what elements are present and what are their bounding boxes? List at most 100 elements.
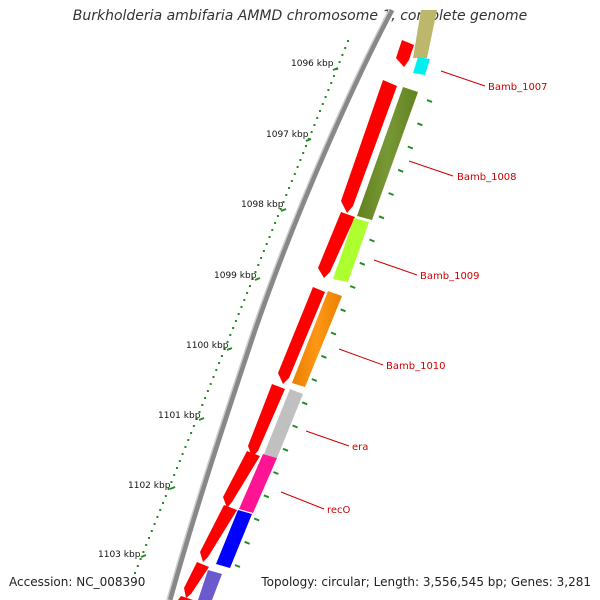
gene-shape-2 [333, 218, 369, 282]
scale-dot [302, 152, 305, 154]
scale-dot [215, 369, 218, 371]
red-cds-track [178, 40, 414, 600]
scale-dot [347, 40, 349, 42]
map-title: Burkholderia ambifaria AMMD chromosome 1… [72, 8, 528, 24]
scale-dot [333, 75, 335, 77]
scale-dot [341, 54, 344, 56]
red-cds-8 [184, 562, 209, 598]
scale-dot [305, 145, 307, 147]
minor-tick [378, 215, 385, 220]
scale-tick-2 [280, 208, 287, 212]
scale-dot [181, 453, 184, 455]
scale-label-2: 1098 kbp [241, 200, 284, 210]
scale-dot [167, 488, 170, 490]
minor-tick [263, 494, 270, 499]
purple-cds [198, 570, 222, 600]
scale-dot [260, 257, 263, 259]
scale-tick-7 [140, 554, 147, 558]
feature-minor-ticks [234, 99, 433, 568]
red-cds-3 [318, 212, 355, 278]
red-cds-1 [396, 40, 414, 67]
scale-label-5: 1101 kbp [158, 411, 201, 421]
red-cds-2 [341, 80, 397, 213]
scale-dot [204, 397, 207, 399]
minor-tick [273, 471, 279, 475]
scale-dot [136, 565, 139, 567]
scale-dot [148, 537, 150, 539]
minor-tick [388, 192, 394, 196]
scale-dot [254, 271, 257, 273]
red-cds-4 [278, 287, 325, 384]
minor-tick [253, 517, 260, 522]
shading-lower [292, 291, 342, 387]
scale-dot [321, 103, 324, 105]
scale-dot [338, 61, 341, 63]
scale-label-1: 1097 kbp [266, 130, 309, 140]
scale-dot [282, 201, 285, 203]
scale-dot [145, 544, 148, 546]
scale-dot [251, 278, 254, 280]
gene-shape-0 [413, 57, 430, 75]
scale-dot [159, 509, 162, 511]
scale-dot [209, 383, 212, 385]
scale-label-3: 1099 kbp [214, 271, 257, 281]
scale-dot [198, 411, 201, 413]
gene-label-4[interactable]: era [352, 442, 368, 453]
scale-dot [319, 110, 321, 112]
shading-upper [357, 87, 418, 220]
scale-tick-3 [254, 277, 261, 281]
scale-label-7: 1103 kbp [98, 550, 141, 560]
gene-leader-4 [305, 430, 350, 447]
scale-dots [134, 40, 349, 574]
scale-dot [330, 82, 333, 84]
scale-dot [293, 173, 296, 175]
scale-dot [223, 348, 226, 350]
gene-label-1[interactable]: Bamb_1008 [457, 172, 517, 183]
summary-label: Topology: circular; Length: 3,556,545 bp… [261, 575, 591, 589]
scale-label-4: 1100 kbp [186, 341, 229, 351]
scale-label-6: 1102 kbp [128, 481, 171, 491]
scale-dot [279, 208, 282, 210]
scale-dot [248, 285, 251, 287]
scale-dot [327, 89, 330, 91]
scale-dot [176, 467, 178, 469]
scale-dot [150, 530, 153, 532]
gene-label-0[interactable]: Bamb_1007 [488, 82, 548, 93]
red-cds-9 [178, 596, 193, 600]
genome-backbone [167, 8, 395, 600]
scale-dot [192, 425, 195, 427]
scale-dot [276, 215, 279, 217]
scale-dot [153, 523, 156, 525]
scale-tick-6 [169, 486, 176, 490]
gene-leader-0 [440, 70, 486, 87]
gene-label-2[interactable]: Bamb_1009 [420, 271, 480, 282]
minor-tick [321, 354, 327, 359]
minor-tick [397, 168, 404, 173]
red-cds-5 [248, 384, 285, 457]
scale-dot [212, 376, 215, 378]
minor-tick [349, 285, 356, 289]
gene-leader-3 [338, 348, 384, 366]
minor-tick [340, 308, 346, 313]
scale-dot [313, 124, 316, 126]
scale-dot [226, 341, 229, 343]
scale-dot [296, 166, 299, 168]
minor-tick [282, 447, 289, 452]
gene-shape-4 [264, 389, 303, 458]
scale-dot [246, 292, 249, 294]
gene-label-3[interactable]: Bamb_1010 [386, 361, 446, 372]
scale-dot [285, 194, 288, 196]
gene-label-5[interactable]: recO [327, 505, 351, 516]
scale-dot [310, 131, 313, 133]
scale-dot [344, 47, 347, 49]
scale-dot [187, 439, 190, 441]
scale-dot [220, 355, 223, 357]
scale-tick-5 [198, 417, 205, 421]
scale-dot [257, 264, 260, 266]
scale-dot [218, 362, 221, 364]
scale-labels: 1096 kbp 1097 kbp 1098 kbp 1099 kbp 1100… [98, 59, 339, 560]
accession-label: Accession: NC_008390 [9, 575, 146, 589]
red-cds-6 [223, 451, 260, 508]
minor-tick [426, 99, 433, 103]
